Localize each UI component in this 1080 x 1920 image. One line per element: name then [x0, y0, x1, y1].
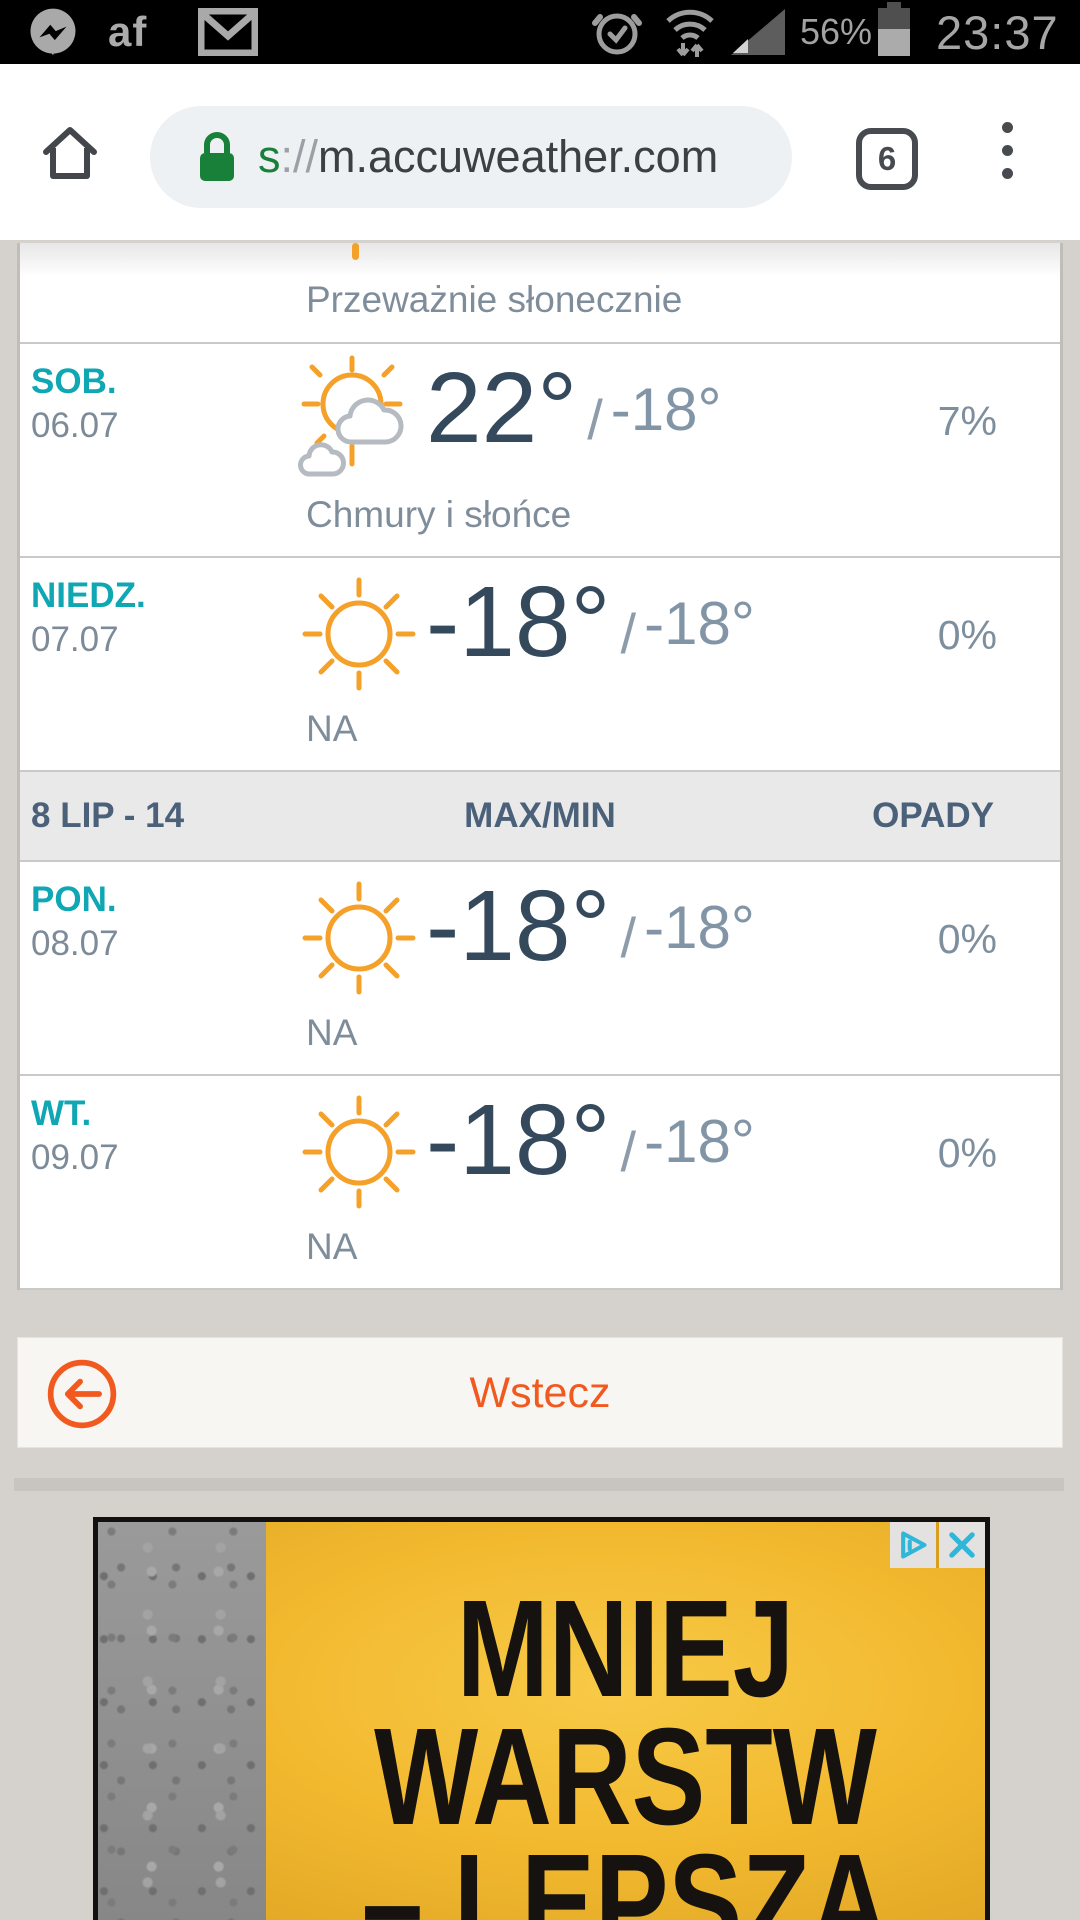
low-temp: -18° — [644, 894, 755, 961]
battery-icon — [878, 0, 910, 64]
back-button[interactable]: Wstecz — [17, 1337, 1063, 1448]
ad-line: – LEPSZA — [361, 1826, 890, 1920]
forecast-row-partial[interactable]: Przeważnie słonecznie — [20, 243, 1060, 344]
day-date: 06.07 — [31, 406, 119, 445]
low-temp: -18° — [644, 590, 755, 657]
day-label: PON. — [31, 880, 117, 919]
week-header-row: 8 LIP - 14 MAX/MIN OPADY — [20, 772, 1060, 862]
status-clock: 23:37 — [936, 5, 1059, 59]
status-bar: af — [0, 0, 1080, 64]
precip-header-label: OPADY — [872, 796, 994, 835]
af-app-icon: af — [108, 8, 148, 55]
precip-percent: 7% — [937, 398, 997, 444]
forecast-row-monday[interactable]: PON. 08.07 -18° / -18° 0% NA — [20, 862, 1060, 1076]
ad-line: MNIEJ — [456, 1572, 795, 1726]
gmail-icon — [198, 0, 258, 64]
day-label: NIEDZ. — [31, 576, 146, 615]
home-button[interactable] — [38, 120, 102, 189]
messenger-icon — [26, 0, 80, 64]
sunny-icon — [279, 1082, 439, 1237]
maxmin-label: MAX/MIN — [464, 796, 616, 835]
tab-switcher-button[interactable]: 6 — [856, 128, 918, 190]
day-label: SOB. — [31, 362, 117, 401]
weather-phrase: NA — [306, 708, 358, 749]
high-temp: -18° — [426, 566, 611, 678]
temp-slash: / — [620, 906, 637, 969]
sun-ray-tick-icon — [352, 243, 359, 260]
sunny-icon — [279, 564, 439, 719]
high-temp: -18° — [426, 1084, 611, 1196]
partly-cloudy-icon — [279, 350, 439, 505]
weather-phrase: Przeważnie słonecznie — [306, 279, 683, 320]
ad-rock-texture — [98, 1522, 266, 1920]
precip-percent: 0% — [937, 916, 997, 962]
weather-phrase: NA — [306, 1226, 358, 1267]
tab-count: 6 — [877, 140, 897, 177]
sunny-icon — [279, 868, 439, 1023]
temp-slash: / — [587, 388, 603, 451]
adchoices-icon[interactable] — [890, 1522, 939, 1568]
low-temp: -18° — [644, 1108, 755, 1175]
url-text: s://m.accuweather.com — [258, 131, 718, 183]
section-divider — [14, 1478, 1064, 1491]
forecast-panel: Przeważnie słonecznie SOB. 06.07 22° / — [17, 243, 1063, 1290]
ad-controls — [890, 1522, 985, 1568]
day-date: 09.07 — [31, 1138, 119, 1177]
ad-line: WARSTW — [374, 1700, 877, 1854]
week-range-label: 8 LIP - 14 — [31, 796, 185, 835]
advertisement-banner[interactable]: MNIEJ WARSTW – LEPSZA — [93, 1517, 990, 1920]
back-arrow-icon — [44, 1356, 120, 1437]
temp-slash: / — [620, 1120, 637, 1183]
high-temp: 22° — [426, 352, 578, 464]
temp-slash: / — [620, 602, 637, 665]
browser-menu-button[interactable] — [1002, 122, 1013, 179]
precip-percent: 0% — [937, 1130, 997, 1176]
browser-toolbar: s://m.accuweather.com 6 — [0, 64, 1080, 240]
url-bar[interactable]: s://m.accuweather.com — [150, 106, 792, 208]
day-date: 08.07 — [31, 924, 119, 963]
temperature-pair: 22° / -18° — [426, 358, 722, 458]
high-temp: -18° — [426, 870, 611, 982]
forecast-row-sunday[interactable]: NIEDZ. 07.07 -18° / -18° 0% NA — [20, 558, 1060, 772]
lock-icon — [196, 131, 238, 183]
day-date: 07.07 — [31, 620, 119, 659]
weather-phrase: Chmury i słońce — [306, 494, 572, 535]
temperature-pair: -18° / -18° — [426, 876, 755, 976]
weather-phrase: NA — [306, 1012, 358, 1053]
forecast-row-tuesday[interactable]: WT. 09.07 -18° / -18° 0% NA — [20, 1076, 1060, 1290]
url-scheme: s — [258, 131, 281, 182]
low-temp: -18° — [610, 376, 722, 443]
precip-percent: 0% — [937, 612, 997, 658]
url-separator: :// — [280, 131, 319, 182]
url-host: m.accuweather.com — [318, 131, 719, 182]
close-icon[interactable] — [939, 1522, 985, 1568]
day-label: WT. — [31, 1094, 92, 1133]
temperature-pair: -18° / -18° — [426, 1090, 755, 1190]
back-button-label: Wstecz — [469, 1369, 611, 1417]
alarm-icon — [592, 0, 642, 64]
temperature-pair: -18° / -18° — [426, 572, 755, 672]
signal-icon — [731, 0, 785, 64]
forecast-row-saturday[interactable]: SOB. 06.07 22° / -18° 7% Chmury i słońce — [20, 344, 1060, 558]
wifi-icon — [664, 0, 716, 64]
battery-percent: 56% — [800, 11, 873, 52]
